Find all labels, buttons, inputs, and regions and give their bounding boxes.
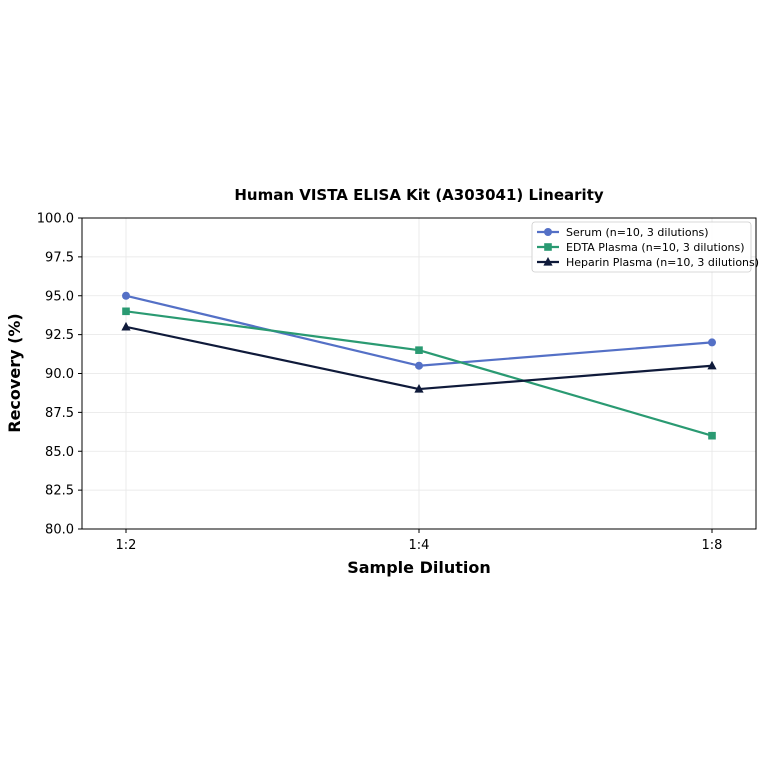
data-point: [121, 321, 131, 331]
legend-label: EDTA Plasma (n=10, 3 dilutions): [566, 241, 745, 254]
chart-title: Human VISTA ELISA Kit (A303041) Linearit…: [234, 186, 604, 204]
y-tick-label: 82.5: [45, 484, 74, 499]
legend-item: Heparin Plasma (n=10, 3 dilutions): [537, 256, 759, 269]
data-point: [414, 384, 424, 393]
x-tick-label: 1:8: [702, 538, 723, 553]
y-tick-label: 87.5: [45, 406, 74, 421]
legend-item: EDTA Plasma (n=10, 3 dilutions): [537, 241, 745, 254]
y-tick-label: 100.0: [37, 212, 74, 227]
data-point: [708, 338, 716, 347]
data-point: [415, 346, 423, 354]
data-point: [707, 360, 717, 370]
legend-item: Serum (n=10, 3 dilutions): [537, 226, 709, 239]
legend-marker: [543, 257, 553, 266]
legend-marker: [544, 228, 552, 236]
y-tick-label: 95.0: [45, 289, 74, 304]
data-point: [415, 361, 423, 370]
y-axis-label: Recovery (%): [5, 313, 24, 432]
series-layer: [121, 291, 717, 440]
legend-label: Serum (n=10, 3 dilutions): [566, 226, 709, 239]
series-2: [122, 307, 716, 440]
x-tick-label: 1:4: [409, 538, 430, 553]
legend-frame: [531, 221, 752, 273]
legend-marker: [544, 243, 552, 251]
series-3: [121, 321, 717, 393]
y-tick-label: 92.5: [45, 328, 74, 343]
data-point: [122, 307, 130, 316]
y-tick-label: 85.0: [45, 445, 74, 460]
y-tick-label: 80.0: [45, 523, 74, 538]
data-point: [122, 291, 130, 300]
series-1: [122, 291, 716, 370]
x-tick-label: 1:2: [116, 538, 137, 553]
x-axis-label: Sample Dilution: [347, 558, 491, 577]
legend-label: Heparin Plasma (n=10, 3 dilutions): [566, 256, 759, 269]
y-axis: 80.0 82.5 85.0 87.5 90.0 92.5 95.0 97.5 100.0: [37, 212, 82, 538]
data-point: [708, 431, 716, 440]
y-tick-label: 97.5: [45, 250, 74, 265]
legend: Serum (n=10, 3 dilutions) EDTA Plasma (n=…: [531, 221, 759, 273]
x-axis: 1:2 1:4 1:8: [116, 529, 723, 553]
y-tick-label: 90.0: [45, 367, 74, 382]
